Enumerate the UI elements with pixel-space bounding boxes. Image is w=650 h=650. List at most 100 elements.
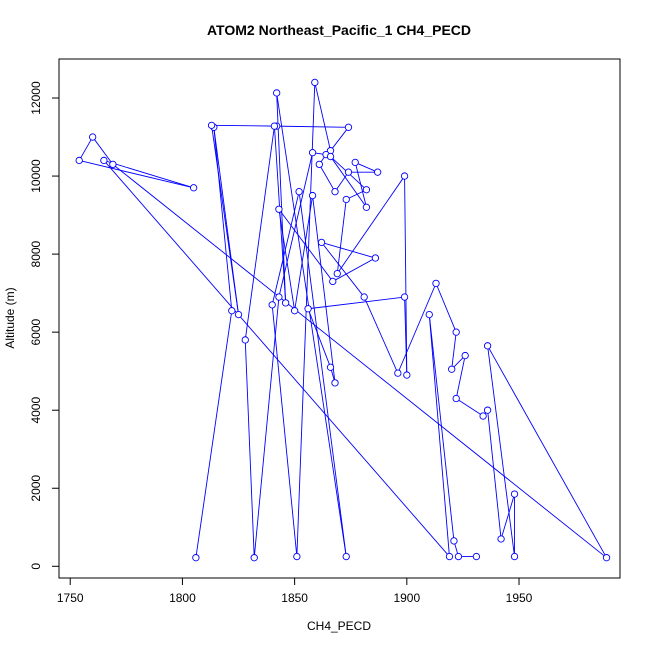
series-segment: [244, 339, 255, 558]
data-point: [400, 293, 409, 301]
series-segment: [455, 355, 466, 399]
data-point: [454, 552, 463, 561]
series-segment: [451, 332, 457, 370]
data-point: [333, 269, 341, 278]
data-point: [268, 301, 276, 309]
series-segment: [298, 191, 347, 557]
data-point: [311, 78, 319, 87]
data-point: [293, 552, 301, 561]
data-point: [445, 552, 454, 561]
y-tick-label: 0: [29, 563, 43, 570]
data-point: [483, 406, 492, 414]
series-segment: [404, 297, 408, 376]
data-point: [275, 205, 283, 213]
data-point: [317, 238, 326, 247]
data-point: [373, 168, 382, 176]
data-point: [315, 160, 323, 169]
data-point: [308, 149, 317, 157]
series-segment: [308, 296, 405, 310]
series-segment: [435, 283, 457, 333]
data-point: [448, 365, 456, 373]
data-point: [326, 363, 335, 371]
data-point: [290, 307, 299, 315]
data-point: [342, 552, 350, 561]
series-segment: [79, 160, 194, 189]
series-segment: [321, 241, 376, 259]
x-tick-label: 1750: [57, 591, 84, 605]
series-segment: [336, 175, 405, 274]
data-point: [228, 307, 236, 315]
data-point: [425, 310, 433, 319]
data-point: [510, 490, 519, 498]
series-segment: [318, 164, 336, 192]
data-point: [273, 89, 281, 97]
data-point: [207, 121, 216, 129]
series-segment: [404, 176, 408, 376]
data-point: [362, 203, 371, 211]
series-segment: [397, 283, 437, 374]
data-point: [479, 412, 487, 420]
series-segment: [330, 127, 349, 151]
data-point: [326, 152, 335, 161]
y-tick-label: 2000: [29, 475, 43, 502]
data-point: [331, 188, 339, 196]
data-point: [510, 552, 519, 561]
plot-frame: [58, 58, 621, 579]
series-segment: [487, 345, 607, 558]
data-point: [241, 336, 249, 344]
data-point: [342, 195, 350, 204]
data-point: [89, 133, 97, 141]
series-segment: [455, 398, 484, 417]
data-point: [100, 156, 108, 165]
series-segment: [103, 160, 194, 189]
series-segment: [78, 136, 94, 161]
data-point: [75, 156, 83, 165]
series-segment: [92, 136, 114, 165]
data-point: [295, 188, 303, 196]
chart-title: ATOM2 Northeast_Pacific_1 CH4_PECD: [207, 22, 471, 38]
series-segment: [428, 314, 450, 557]
y-axis-label: Altitude (m): [3, 287, 17, 348]
data-point: [331, 379, 339, 387]
series-segment: [487, 345, 515, 557]
series-segment: [336, 199, 347, 274]
series-segment: [278, 209, 296, 311]
data-point: [189, 184, 198, 192]
data-point: [250, 554, 258, 562]
data-point: [234, 310, 243, 319]
data-point: [344, 168, 353, 176]
data-point: [371, 254, 380, 262]
data-point: [400, 172, 409, 180]
data-point: [360, 293, 368, 301]
data-point: [329, 277, 337, 286]
series-segment: [332, 257, 376, 282]
y-tick-label: 8000: [29, 240, 43, 267]
data-point: [308, 191, 317, 200]
data-point: [394, 369, 402, 377]
y-axis: 0 2000 4000 6000 8000 10000 12000: [29, 81, 60, 570]
series-segment: [314, 82, 331, 151]
series-segment: [312, 195, 336, 383]
series-segment: [428, 314, 455, 541]
series-segment: [244, 126, 275, 341]
series-segment: [346, 189, 367, 200]
x-axis-label: CH4_PECD: [307, 619, 371, 633]
data-point: [192, 554, 200, 562]
series-segment: [294, 195, 314, 311]
y-tick-label: 4000: [29, 397, 43, 424]
series-segment: [278, 208, 334, 282]
data-point: [432, 279, 440, 288]
series-line: [78, 82, 607, 559]
series-segment: [276, 92, 347, 557]
series-segment: [330, 156, 367, 208]
data-point: [281, 299, 290, 307]
data-point: [362, 186, 371, 194]
series-segment: [363, 296, 399, 374]
y-tick-label: 10000: [29, 159, 43, 193]
data-point: [452, 394, 460, 403]
series-segment: [211, 125, 239, 315]
series-segment: [271, 304, 298, 557]
series-segment: [321, 242, 365, 298]
x-tick-label: 1900: [393, 591, 420, 605]
